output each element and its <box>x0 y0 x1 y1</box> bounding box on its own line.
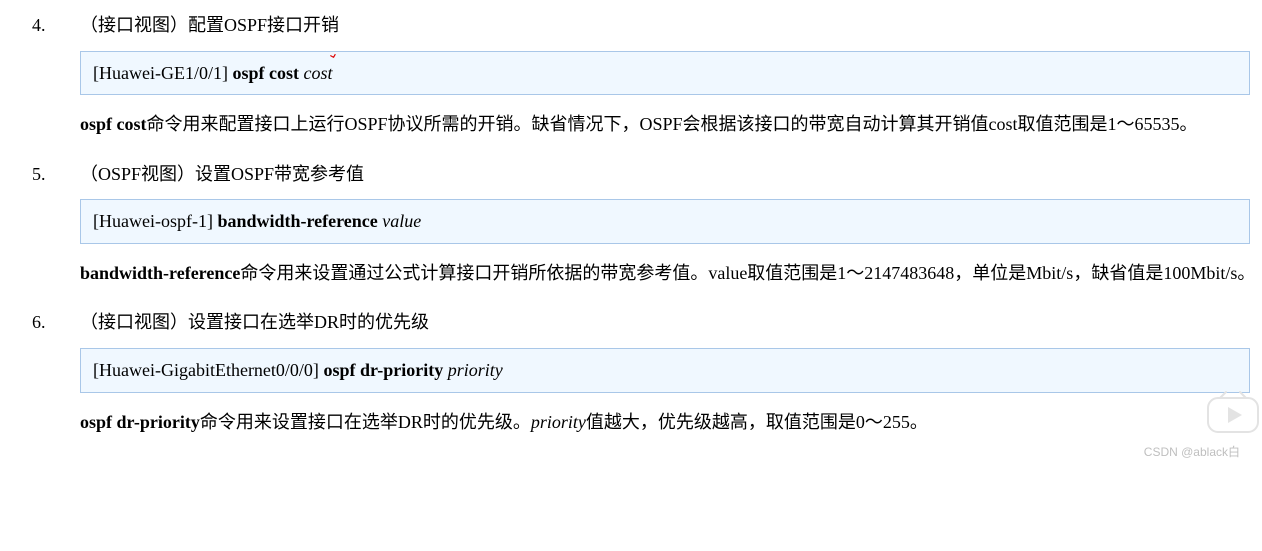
desc-text-2: 值越大，优先级越高，取值范围是0～255。 <box>586 412 928 432</box>
code-prompt: [Huawei-GE1/0/1] <box>93 63 232 83</box>
item-number: 4. <box>32 10 46 41</box>
desc-text-1: 命令用来设置接口在选举DR时的优先级。 <box>200 412 531 432</box>
code-command: bandwidth-reference <box>217 211 382 231</box>
code-command: ospf cost <box>232 63 303 83</box>
ordered-list: 4. （接口视图）配置OSPF接口开销 ⌄ [Huawei-GE1/0/1] o… <box>0 10 1262 438</box>
item-heading: （接口视图）配置OSPF接口开销 <box>80 10 1262 41</box>
video-float-icon[interactable] <box>1204 390 1262 436</box>
item-description: ospf dr-priority命令用来设置接口在选举DR时的优先级。prior… <box>80 407 1262 439</box>
item-number: 5. <box>32 159 46 190</box>
desc-text: 命令用来配置接口上运行OSPF协议所需的开销。缺省情况下，OSPF会根据该接口的… <box>147 114 1198 134</box>
list-item-4: 4. （接口视图）配置OSPF接口开销 ⌄ [Huawei-GE1/0/1] o… <box>0 10 1262 141</box>
desc-bold: ospf cost <box>80 114 147 134</box>
item-description: bandwidth-reference命令用来设置通过公式计算接口开销所依据的带… <box>80 258 1262 290</box>
code-box: [Huawei-GigabitEthernet0/0/0] ospf dr-pr… <box>80 348 1250 393</box>
code-box: [Huawei-ospf-1] bandwidth-reference valu… <box>80 199 1250 244</box>
desc-text: 命令用来设置通过公式计算接口开销所依据的带宽参考值。value取值范围是1～21… <box>240 263 1255 283</box>
item-number: 6. <box>32 307 46 338</box>
list-item-5: 5. （OSPF视图）设置OSPF带宽参考值 [Huawei-ospf-1] b… <box>0 159 1262 290</box>
code-command: ospf dr-priority <box>323 360 447 380</box>
code-arg: cost <box>303 63 332 83</box>
code-arg: value <box>382 211 421 231</box>
code-prompt: [Huawei-ospf-1] <box>93 211 217 231</box>
desc-bold: bandwidth-reference <box>80 263 240 283</box>
item-heading: （接口视图）设置接口在选举DR时的优先级 <box>80 307 1262 338</box>
watermark: CSDN @ablack白 <box>1144 442 1240 462</box>
item-description: ospf cost命令用来配置接口上运行OSPF协议所需的开销。缺省情况下，OS… <box>80 109 1262 141</box>
code-arg: priority <box>448 360 503 380</box>
desc-bold: ospf dr-priority <box>80 412 200 432</box>
code-prompt: [Huawei-GigabitEthernet0/0/0] <box>93 360 323 380</box>
list-item-6: 6. （接口视图）设置接口在选举DR时的优先级 [Huawei-GigabitE… <box>0 307 1262 438</box>
code-box: ⌄ [Huawei-GE1/0/1] ospf cost cost <box>80 51 1250 96</box>
item-heading: （OSPF视图）设置OSPF带宽参考值 <box>80 159 1262 190</box>
desc-italic: priority <box>531 412 586 432</box>
